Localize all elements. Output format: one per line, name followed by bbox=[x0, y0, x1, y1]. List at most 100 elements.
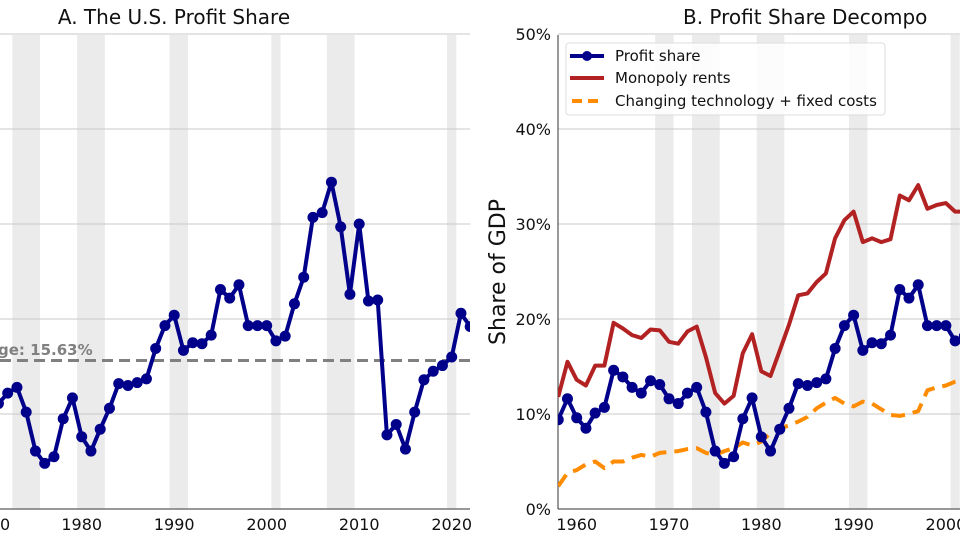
data-point-profit bbox=[57, 413, 69, 425]
data-point-profit bbox=[801, 380, 813, 391]
legend-label-tech: Changing technology + fixed costs bbox=[615, 92, 877, 110]
data-point-profit bbox=[11, 381, 23, 393]
panel-b-title: B. Profit Share Decompo bbox=[683, 5, 927, 29]
panel-b: B. Profit Share Decompo Share of GDP 0% 1… bbox=[486, 5, 960, 534]
data-point-profit bbox=[709, 445, 721, 457]
data-point-profit bbox=[177, 344, 189, 356]
recession-band bbox=[169, 35, 189, 509]
data-point-profit bbox=[113, 378, 125, 390]
recession-band bbox=[756, 35, 766, 509]
data-point-profit bbox=[571, 412, 583, 424]
x-tick-label: 1990 bbox=[833, 515, 874, 534]
data-point-profit bbox=[931, 320, 943, 332]
data-point-profit bbox=[580, 422, 592, 434]
y-tick-label: 10% bbox=[515, 405, 551, 424]
data-point-profit bbox=[399, 443, 411, 455]
data-point-profit bbox=[464, 321, 470, 333]
x-tick-label: 2000 bbox=[246, 515, 287, 534]
data-point-profit bbox=[589, 407, 601, 419]
data-point-profit bbox=[2, 387, 14, 399]
data-point-profit bbox=[617, 371, 629, 383]
data-point-profit bbox=[700, 406, 712, 418]
data-point-profit bbox=[838, 320, 850, 332]
data-point-profit bbox=[894, 284, 906, 296]
data-point-profit bbox=[672, 398, 684, 410]
data-point-profit bbox=[811, 377, 823, 389]
data-point-profit bbox=[654, 379, 666, 391]
x-tick-label: 1990 bbox=[154, 515, 195, 534]
data-point-profit bbox=[885, 329, 897, 341]
data-point-profit bbox=[353, 218, 365, 230]
data-point-profit bbox=[94, 423, 106, 435]
series-line-rents bbox=[558, 183, 960, 406]
x-tick-label: 1970 bbox=[649, 515, 690, 534]
data-point-profit bbox=[718, 457, 730, 469]
data-point-profit bbox=[20, 406, 32, 418]
data-point-profit bbox=[279, 330, 291, 342]
data-point-profit bbox=[455, 307, 467, 319]
data-point-profit bbox=[251, 320, 263, 332]
legend: Profit share Monopoly rents Changing tec… bbox=[565, 42, 886, 116]
data-point-profit bbox=[820, 373, 832, 385]
data-point-profit bbox=[792, 378, 804, 390]
x-tick-label: 0 bbox=[0, 515, 10, 534]
x-tick-label: 2010 bbox=[339, 515, 380, 534]
data-point-profit bbox=[76, 431, 88, 443]
data-point-profit bbox=[150, 342, 162, 354]
data-point-profit bbox=[446, 351, 458, 363]
data-point-profit bbox=[737, 413, 749, 425]
data-point-profit bbox=[316, 207, 328, 219]
data-point-profit bbox=[224, 292, 236, 304]
data-point-profit bbox=[765, 445, 777, 457]
data-point-profit bbox=[0, 398, 4, 409]
y-tick-label: 40% bbox=[515, 120, 551, 139]
data-point-profit bbox=[857, 344, 869, 356]
data-point-profit bbox=[598, 401, 610, 413]
data-point-profit bbox=[159, 320, 171, 332]
data-point-profit bbox=[66, 392, 78, 404]
data-point-profit bbox=[409, 406, 421, 418]
data-point-profit bbox=[774, 423, 786, 435]
data-point-profit bbox=[681, 387, 693, 399]
legend-marker-profit bbox=[582, 51, 592, 61]
legend-label-rents: Monopoly rents bbox=[615, 69, 731, 87]
x-tick-label: 2000 bbox=[926, 515, 960, 534]
data-point-profit bbox=[214, 284, 226, 296]
data-point-profit bbox=[122, 380, 134, 391]
recession-band bbox=[950, 35, 960, 509]
data-point-profit bbox=[663, 393, 675, 405]
data-point-profit bbox=[103, 402, 115, 414]
x-tick-label: 1980 bbox=[61, 515, 102, 534]
data-point-profit bbox=[131, 377, 143, 389]
recession-band bbox=[848, 35, 868, 509]
y-axis-label: Share of GDP bbox=[486, 199, 511, 345]
data-point-profit bbox=[645, 375, 657, 387]
data-point-profit bbox=[288, 298, 300, 310]
data-point-profit bbox=[691, 381, 703, 393]
panel-a-title: A. The U.S. Profit Share bbox=[58, 5, 290, 29]
x-tick-label: 1960 bbox=[556, 515, 597, 534]
recession-band bbox=[86, 35, 105, 509]
legend-label-profit: Profit share bbox=[615, 47, 700, 65]
data-point-profit bbox=[270, 335, 282, 347]
data-point-profit bbox=[372, 294, 384, 306]
data-point-profit bbox=[325, 176, 337, 188]
data-point-profit bbox=[344, 288, 356, 300]
data-point-profit bbox=[39, 457, 51, 469]
panel-a: A. The U.S. Profit Share 0 1980 1990 2000 20… bbox=[0, 5, 472, 534]
data-point-profit bbox=[921, 320, 933, 332]
data-point-profit bbox=[427, 365, 439, 377]
data-point-profit bbox=[848, 309, 860, 321]
data-point-profit bbox=[561, 393, 573, 405]
recession-band bbox=[765, 35, 785, 509]
y-tick-label: 50% bbox=[515, 25, 551, 44]
data-point-profit bbox=[390, 418, 402, 430]
y-tick-label: 30% bbox=[515, 215, 551, 234]
y-tick-label: 20% bbox=[515, 310, 551, 329]
data-point-profit bbox=[335, 221, 347, 233]
x-tick-label: 2020 bbox=[431, 515, 472, 534]
recession-band bbox=[77, 35, 87, 509]
data-point-profit bbox=[912, 279, 924, 291]
data-point-profit bbox=[783, 402, 795, 414]
